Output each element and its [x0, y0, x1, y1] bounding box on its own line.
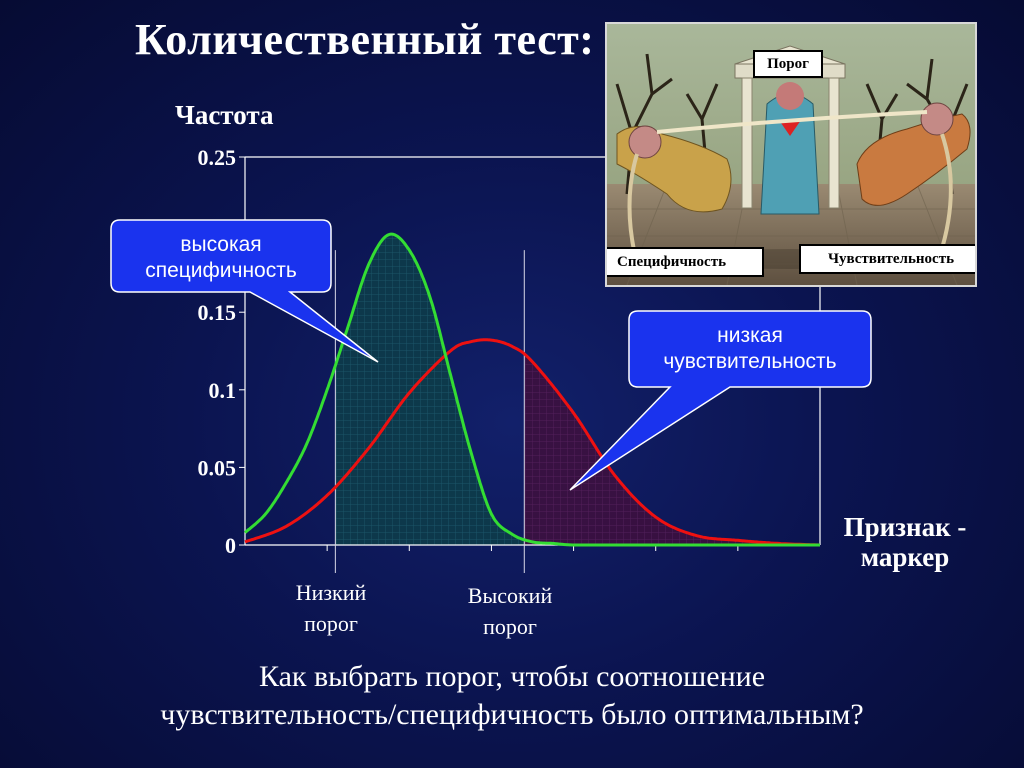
callout-high-specificity-line2: специфичность — [145, 259, 297, 282]
y-tick-label: 0.05 — [198, 455, 237, 480]
high-threshold-label: Высокий порог — [440, 580, 580, 642]
callout-low-sensitivity-text: низкая чувствительность — [629, 323, 871, 375]
low-threshold-line2: порог — [304, 611, 358, 636]
picture-label-specificity: Специфичность — [607, 247, 764, 277]
low-threshold-line1: Низкий — [295, 580, 367, 605]
callout-high-specificity-text: высокая специфичность — [111, 232, 331, 284]
picture-label-sensitivity: Чувствительность — [799, 244, 975, 274]
high-threshold-line2: порог — [483, 614, 537, 639]
x-axis-label-line1: Признак - — [843, 512, 967, 542]
high-threshold-line1: Высокий — [467, 583, 553, 608]
page-title: Количественный тест: — [135, 15, 595, 64]
x-axis-label-line2: маркер — [860, 542, 950, 572]
callout-low-sensitivity-bubble — [569, 310, 872, 491]
x-axis-label: Признак - маркер — [820, 512, 990, 572]
y-tick-label: 0.25 — [198, 145, 237, 170]
y-tick-label: 0 — [225, 533, 236, 558]
healthy-curve — [244, 232, 820, 547]
y-tick-label: 0.1 — [209, 378, 237, 403]
tug-of-war-illustration: Порог Специфичность Чувствительность — [605, 22, 977, 287]
callout-low-sensitivity-line1: низкая — [717, 324, 783, 347]
callout-high-specificity-line1: высокая — [180, 233, 262, 256]
question-text: Как выбрать порог, чтобы соотношение чув… — [0, 658, 1024, 734]
low-threshold-label: Низкий порог — [261, 577, 401, 639]
picture-label-threshold: Порог — [753, 50, 823, 78]
question-line2: чувствительность/специфичность было опти… — [160, 698, 864, 731]
callout-high-specificity-bubble — [110, 219, 379, 363]
callout-low-sensitivity-line2: чувствительность — [663, 350, 837, 373]
y-tick-label: 0.15 — [198, 300, 237, 325]
healthy-area-fill — [335, 234, 595, 545]
disease-curve — [244, 338, 820, 547]
question-line1: Как выбрать порог, чтобы соотношение — [258, 660, 766, 693]
y-axis-label: Частота — [175, 100, 274, 130]
disease-area-fill — [524, 354, 820, 545]
